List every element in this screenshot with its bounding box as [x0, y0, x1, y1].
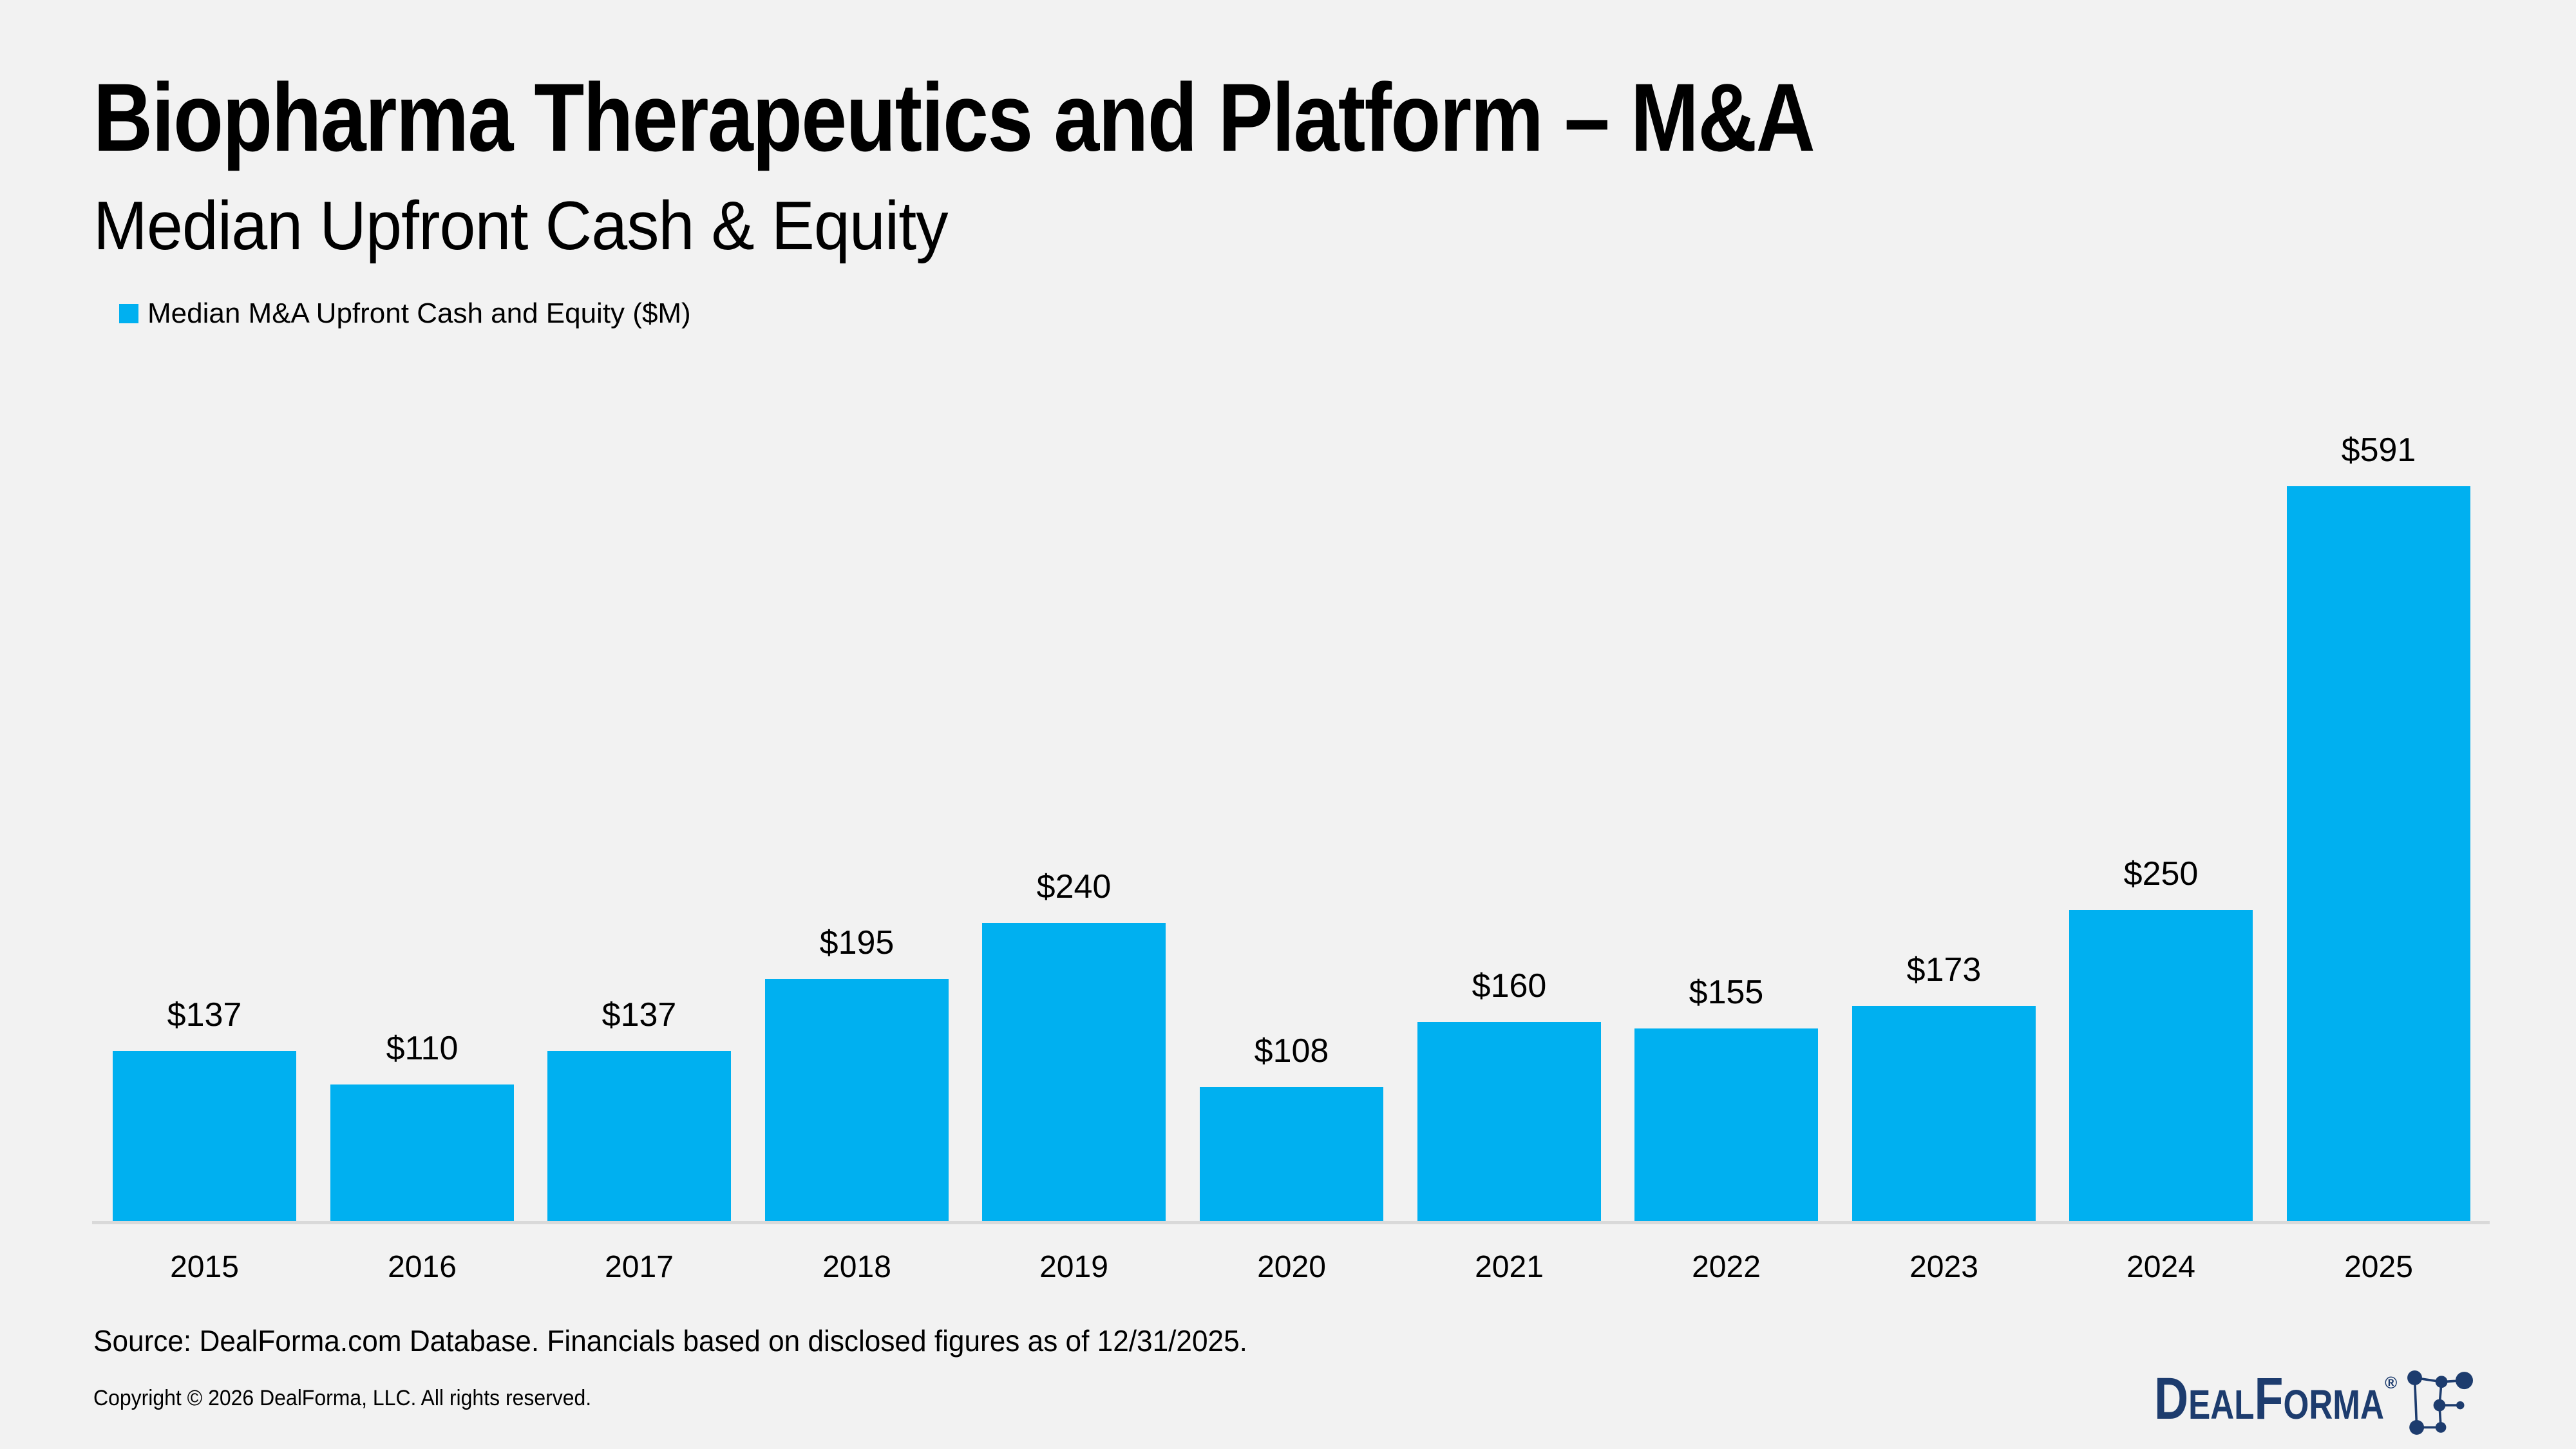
bar-2023: [1852, 1006, 2036, 1221]
value-label-2021: $160: [1472, 967, 1547, 1005]
bar-2017: [547, 1051, 731, 1221]
value-label-2022: $155: [1689, 974, 1764, 1011]
x-tick-label-2025: 2025: [2344, 1250, 2413, 1284]
x-tick-label-2021: 2021: [1475, 1250, 1544, 1284]
bar-2020: [1200, 1087, 1383, 1221]
value-label-2015: $137: [167, 996, 242, 1034]
value-label-2019: $240: [1036, 868, 1112, 905]
bar-2016: [330, 1084, 514, 1221]
x-tick-label-2017: 2017: [605, 1250, 674, 1284]
bar-2024: [2069, 910, 2253, 1221]
x-tick-label-2016: 2016: [388, 1250, 457, 1284]
bar-2022: [1634, 1028, 1818, 1221]
dealforma-network-icon: [2407, 1370, 2474, 1435]
copyright-note: Copyright © 2026 DealForma, LLC. All rig…: [93, 1386, 592, 1410]
value-label-2023: $173: [1906, 951, 1982, 989]
bar-2025: [2287, 486, 2470, 1221]
bar-2021: [1417, 1022, 1601, 1221]
value-label-2020: $108: [1254, 1032, 1329, 1070]
x-tick-label-2015: 2015: [170, 1250, 239, 1284]
x-tick-label-2019: 2019: [1039, 1250, 1108, 1284]
bar-2019: [982, 923, 1166, 1221]
page-subtitle: Median Upfront Cash & Equity: [93, 187, 949, 264]
legend: Median M&A Upfront Cash and Equity ($M): [119, 298, 691, 330]
x-axis-line: [92, 1221, 2490, 1224]
legend-label: Median M&A Upfront Cash and Equity ($M): [147, 298, 691, 329]
value-label-2018: $195: [819, 924, 895, 961]
bar-2018: [765, 979, 949, 1221]
legend-swatch: [119, 304, 138, 323]
x-tick-label-2024: 2024: [2126, 1250, 2195, 1284]
x-tick-label-2018: 2018: [822, 1250, 891, 1284]
value-label-2024: $250: [2123, 855, 2199, 893]
page-title: Biopharma Therapeutics and Platform – M&…: [93, 63, 1815, 171]
bar-2015: [113, 1051, 296, 1221]
dealforma-logo: DealForma ®: [2154, 1366, 2474, 1437]
x-tick-label-2022: 2022: [1692, 1250, 1761, 1284]
registered-trademark-icon: ®: [2385, 1373, 2398, 1392]
value-label-2025: $591: [2341, 431, 2416, 469]
value-label-2016: $110: [386, 1030, 459, 1067]
value-label-2017: $137: [601, 996, 677, 1034]
x-tick-label-2023: 2023: [1909, 1250, 1978, 1284]
x-tick-label-2020: 2020: [1257, 1250, 1326, 1284]
dealforma-logo-text: DealForma: [2154, 1366, 2384, 1432]
source-note: Source: DealForma.com Database. Financia…: [93, 1324, 1247, 1358]
